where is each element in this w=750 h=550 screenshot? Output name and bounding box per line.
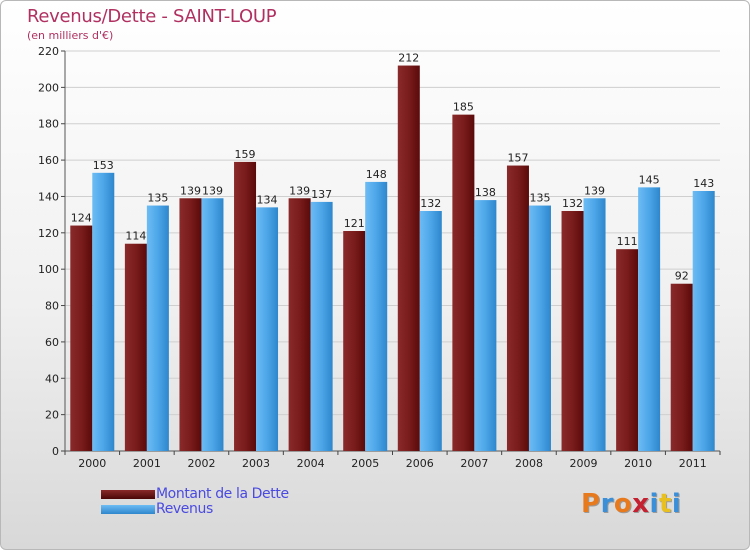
x-tick-label: 2000: [78, 457, 106, 470]
logo-letter: i: [671, 489, 682, 519]
bar-dette: [70, 225, 93, 451]
x-tick-label: 2001: [133, 457, 161, 470]
y-tick-label: 160: [38, 154, 59, 167]
bar-revenus: [256, 207, 279, 451]
logo-letter: t: [658, 489, 672, 519]
y-tick-label: 120: [38, 227, 59, 240]
x-tick-label: 2004: [297, 457, 325, 470]
x-tick-label: 2005: [351, 457, 379, 470]
bar-dette: [506, 165, 529, 451]
data-label: 139: [289, 184, 310, 197]
x-tick-label: 2006: [406, 457, 434, 470]
bar-revenus: [583, 198, 606, 451]
data-label: 124: [71, 212, 92, 225]
data-label: 132: [420, 197, 441, 210]
x-tick-label: 2002: [187, 457, 215, 470]
y-tick-label: 200: [38, 81, 59, 94]
legend-label-dette: Montant de la Dette: [156, 486, 289, 502]
bar-revenus: [419, 211, 442, 451]
data-label: 138: [475, 186, 496, 199]
logo-letter: P: [581, 489, 601, 519]
data-label: 92: [675, 270, 689, 283]
data-label: 212: [398, 52, 419, 65]
bar-dette: [288, 198, 311, 451]
data-label: 153: [93, 159, 114, 172]
bar-dette: [452, 114, 475, 452]
data-label: 143: [693, 177, 714, 190]
bar-dette: [179, 198, 202, 451]
data-label: 185: [453, 101, 474, 114]
x-tick-label: 2011: [679, 457, 707, 470]
x-tick-label: 2003: [242, 457, 270, 470]
data-label: 137: [311, 188, 332, 201]
y-tick-label: 0: [52, 445, 59, 458]
data-label: 132: [562, 197, 583, 210]
y-tick-label: 100: [38, 263, 59, 276]
bar-revenus: [474, 200, 497, 451]
data-label: 134: [257, 193, 278, 206]
bar-dette: [343, 231, 366, 451]
chart-title: Revenus/Dette - SAINT-LOUP: [27, 6, 277, 27]
x-tick-label: 2010: [624, 457, 652, 470]
legend-swatch-dette: [101, 490, 155, 499]
bar-dette: [124, 243, 147, 451]
bar-dette: [234, 161, 257, 451]
y-tick-label: 180: [38, 118, 59, 131]
bar-revenus: [201, 198, 224, 451]
bar-dette: [397, 65, 420, 451]
legend-swatch-revenus: [101, 505, 155, 514]
data-label: 121: [344, 217, 365, 230]
data-label: 139: [202, 184, 223, 197]
bar-revenus: [365, 181, 388, 451]
bar-dette: [561, 211, 584, 451]
data-label: 139: [584, 184, 605, 197]
bar-revenus: [92, 172, 115, 451]
bar-revenus: [692, 191, 715, 451]
data-label: 139: [180, 184, 201, 197]
data-label: 148: [366, 168, 387, 181]
x-tick-label: 2008: [515, 457, 543, 470]
data-label: 145: [639, 173, 660, 186]
bar-revenus: [310, 201, 333, 451]
y-tick-label: 220: [38, 45, 59, 58]
data-label: 135: [147, 192, 168, 205]
data-label: 114: [125, 230, 146, 243]
bar-revenus: [638, 187, 661, 451]
logo-letter: o: [613, 489, 633, 519]
y-tick-label: 80: [45, 300, 59, 313]
y-tick-label: 40: [45, 372, 59, 385]
x-tick-label: 2009: [570, 457, 598, 470]
grid-lines: [65, 50, 720, 452]
logo-letter: i: [649, 489, 659, 519]
logo-letter: x: [632, 489, 650, 519]
logo-letter: r: [600, 489, 614, 519]
chart-subtitle: (en milliers d'€): [27, 29, 114, 42]
axes: 0 20 40 60 80 100 120 140 160 180 200 220 2000 2001 20…: [38, 45, 721, 470]
legend-label-revenus: Revenus: [156, 501, 213, 517]
y-tick-label: 140: [38, 190, 59, 203]
data-label: 159: [235, 148, 256, 161]
data-label: 135: [529, 192, 550, 205]
bar-dette: [616, 249, 639, 451]
data-label: 157: [507, 152, 528, 165]
y-tick-label: 20: [45, 409, 59, 422]
proxiti-logo: Proxiti: [581, 489, 681, 519]
y-tick-label: 60: [45, 336, 59, 349]
bar-revenus: [528, 205, 551, 451]
data-label: 111: [617, 235, 638, 248]
bar-dette: [670, 283, 693, 451]
bars: [70, 65, 715, 452]
bar-revenus: [146, 205, 169, 451]
x-tick-label: 2007: [460, 457, 488, 470]
